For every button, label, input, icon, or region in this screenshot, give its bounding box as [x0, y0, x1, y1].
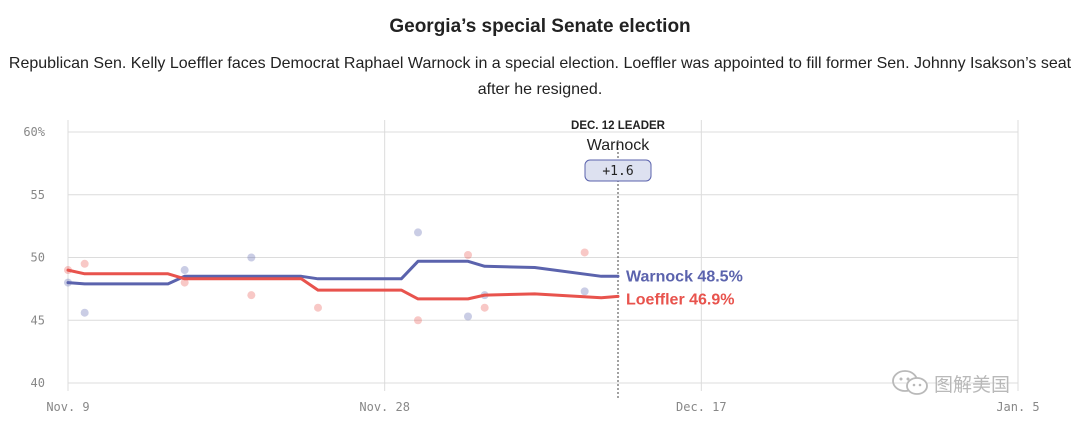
- y-tick-label: 45: [31, 313, 45, 327]
- poll-dot-warnock: [180, 266, 189, 275]
- x-tick-label: Nov. 28: [359, 400, 410, 414]
- x-tick-label: Nov. 9: [46, 400, 89, 414]
- series-line-loeffler: [66, 268, 620, 301]
- poll-dot-loeffler: [414, 316, 422, 325]
- y-tick-label: 55: [31, 188, 45, 202]
- poll-dot-loeffler: [464, 250, 472, 259]
- leader-heading: DEC. 12 LEADER: [571, 120, 666, 132]
- chart-subtitle: Republican Sen. Kelly Loeffler faces Dem…: [8, 55, 1072, 98]
- y-tick-label: 40: [31, 376, 45, 390]
- poll-dot-loeffler: [180, 278, 189, 287]
- wechat-icon: [892, 370, 928, 395]
- poll-dot-loeffler: [480, 303, 489, 312]
- poll-dot-warnock: [464, 312, 472, 321]
- end-label-warnock: Warnock 48.5%: [626, 268, 743, 285]
- y-tick-label: 50: [31, 251, 45, 265]
- poll-dot-loeffler: [580, 248, 589, 257]
- x-tick-label: Jan. 5: [996, 400, 1039, 414]
- poll-dot-loeffler: [80, 259, 89, 268]
- leader-margin-value: +1.6: [602, 164, 633, 179]
- leader-name: Warnock: [587, 137, 651, 154]
- end-label-loeffler: Loeffler 46.9%: [626, 291, 734, 308]
- poll-dot-warnock: [80, 308, 89, 317]
- poll-dot-warnock: [414, 228, 422, 237]
- chart-title: Georgia’s special Senate election: [389, 16, 691, 37]
- poll-dot-warnock: [580, 287, 589, 296]
- y-tick-label: 60%: [23, 125, 45, 139]
- poll-dot-warnock: [247, 253, 256, 262]
- x-tick-label: Dec. 17: [676, 400, 727, 414]
- poll-dot-loeffler: [247, 291, 256, 300]
- poll-dot-loeffler: [314, 303, 322, 312]
- leader-margin-badge: [584, 159, 652, 182]
- series-line-warnock: [66, 259, 620, 286]
- watermark: 图解美国: [890, 368, 1010, 398]
- watermark-text: 图解美国: [934, 373, 1011, 396]
